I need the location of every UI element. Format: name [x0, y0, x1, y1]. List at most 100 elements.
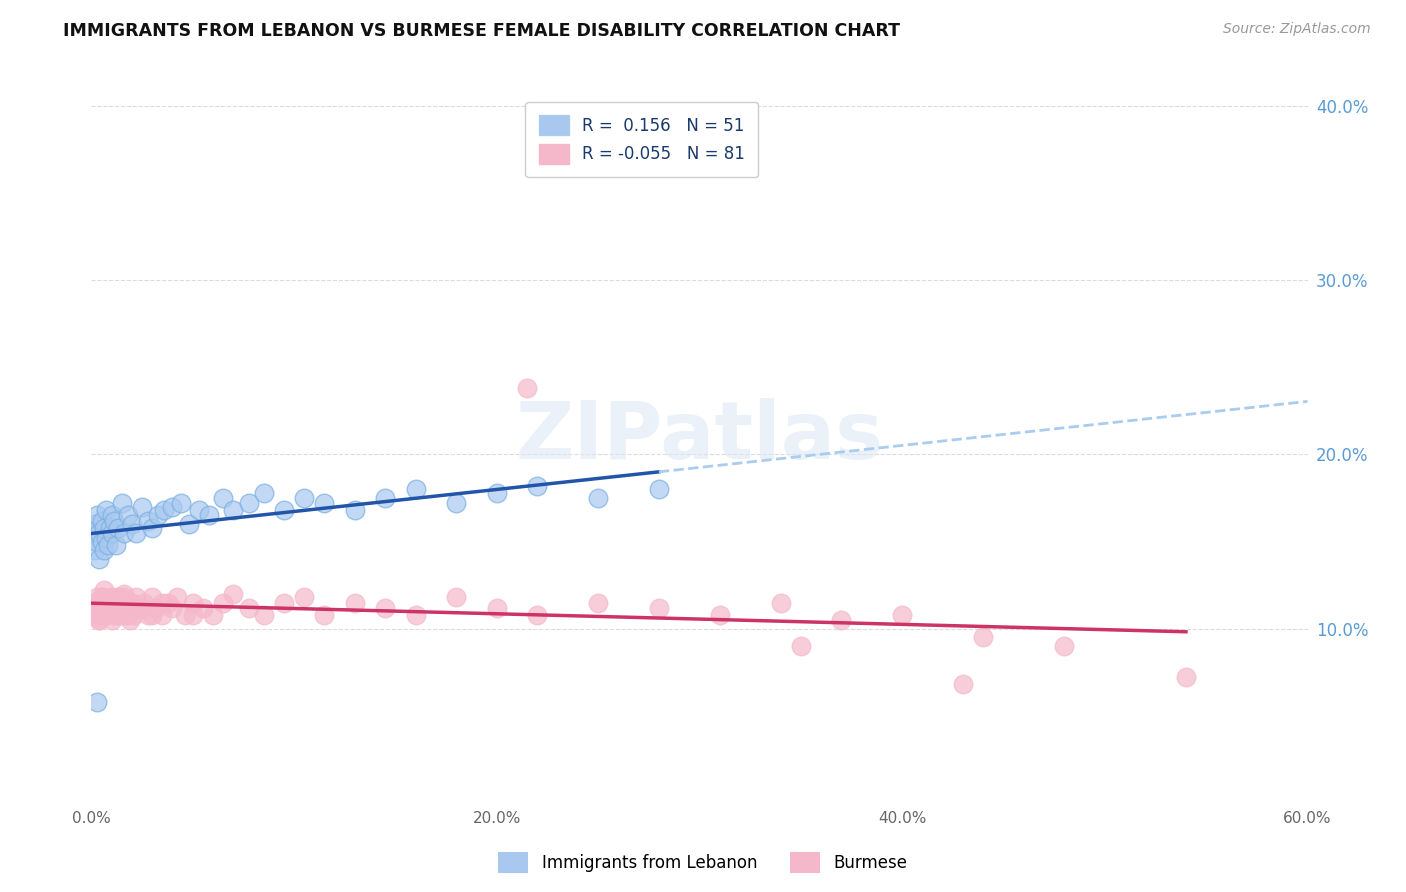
Point — [100, 591, 122, 605]
Point — [790, 639, 813, 653]
Point — [100, 525, 122, 540]
Point — [121, 595, 143, 609]
Point — [169, 496, 191, 510]
Point — [1175, 670, 1198, 684]
Point — [516, 381, 538, 395]
Point — [177, 517, 200, 532]
Point — [212, 595, 235, 609]
Point — [97, 538, 120, 552]
Point — [374, 600, 396, 615]
Point — [191, 600, 214, 615]
Point — [292, 591, 315, 605]
Point — [136, 514, 159, 528]
Point — [273, 503, 295, 517]
Point — [94, 503, 117, 517]
Point — [93, 521, 115, 535]
Point — [117, 600, 139, 615]
Point — [830, 613, 852, 627]
Point — [141, 521, 163, 535]
Point — [89, 595, 111, 609]
Point — [104, 607, 127, 622]
Point — [131, 500, 153, 514]
Point — [86, 695, 108, 709]
Point — [82, 525, 104, 540]
Point — [86, 534, 108, 549]
Point — [222, 587, 245, 601]
Point — [526, 607, 548, 622]
Point — [97, 595, 120, 609]
Point — [198, 508, 221, 523]
Legend: R =  0.156   N = 51, R = -0.055   N = 81: R = 0.156 N = 51, R = -0.055 N = 81 — [526, 102, 758, 178]
Point — [586, 595, 609, 609]
Point — [94, 607, 117, 622]
Point — [107, 591, 129, 605]
Point — [444, 496, 467, 510]
Point — [84, 595, 107, 609]
Point — [891, 607, 914, 622]
Point — [343, 503, 366, 517]
Point — [444, 591, 467, 605]
Point — [122, 607, 145, 622]
Point — [648, 483, 671, 497]
Point — [84, 517, 107, 532]
Point — [374, 491, 396, 505]
Point — [112, 591, 135, 605]
Point — [292, 491, 315, 505]
Point — [405, 483, 427, 497]
Point — [104, 600, 127, 615]
Point — [129, 600, 152, 615]
Point — [90, 591, 112, 605]
Point — [98, 521, 121, 535]
Point — [187, 503, 209, 517]
Point — [222, 503, 245, 517]
Point — [141, 591, 163, 605]
Point — [111, 595, 134, 609]
Point — [97, 595, 120, 609]
Point — [104, 538, 127, 552]
Point — [485, 600, 508, 615]
Point — [90, 607, 112, 622]
Point — [112, 587, 135, 601]
Point — [115, 607, 138, 622]
Point — [314, 607, 336, 622]
Point — [162, 500, 184, 514]
Point — [166, 591, 188, 605]
Point — [131, 600, 153, 615]
Point — [117, 607, 139, 622]
Point — [98, 600, 121, 615]
Point — [121, 517, 143, 532]
Point — [89, 525, 111, 540]
Point — [112, 525, 135, 540]
Point — [253, 607, 276, 622]
Point — [343, 595, 366, 609]
Point — [107, 521, 129, 535]
Point — [94, 531, 117, 545]
Point — [89, 552, 111, 566]
Point — [181, 595, 204, 609]
Point — [108, 600, 131, 615]
Point — [125, 525, 148, 540]
Point — [405, 607, 427, 622]
Point — [93, 543, 115, 558]
Point — [93, 583, 115, 598]
Point — [86, 591, 108, 605]
Point — [100, 613, 122, 627]
Point — [145, 600, 167, 615]
Point — [98, 600, 121, 615]
Point — [86, 600, 108, 615]
Point — [150, 595, 173, 609]
Point — [111, 496, 134, 510]
Point — [148, 508, 170, 523]
Point — [90, 514, 112, 528]
Point — [103, 514, 125, 528]
Text: Source: ZipAtlas.com: Source: ZipAtlas.com — [1223, 22, 1371, 37]
Point — [526, 479, 548, 493]
Point — [89, 613, 111, 627]
Point — [90, 591, 112, 605]
Point — [202, 607, 225, 622]
Point — [952, 677, 974, 691]
Point — [93, 600, 115, 615]
Point — [212, 491, 235, 505]
Point — [972, 631, 994, 645]
Point — [150, 607, 173, 622]
